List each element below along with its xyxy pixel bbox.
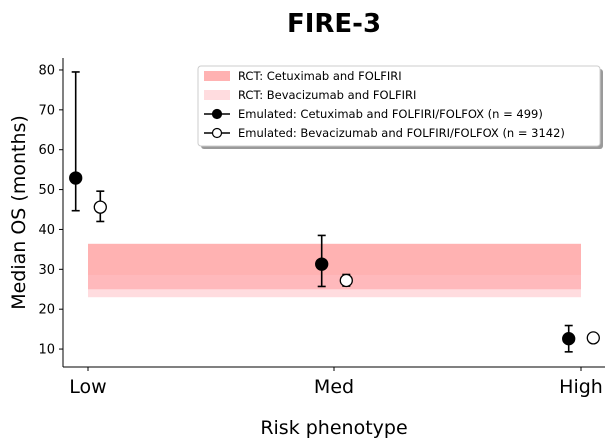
legend-label: Emulated: Bevacizumab and FOLFIRI/FOLFOX…	[238, 126, 565, 140]
y-axis-label: Median OS (months)	[8, 115, 30, 310]
x-tick-label: Med	[314, 376, 354, 398]
point-bevacizumab	[93, 200, 107, 214]
legend-swatch-cetuximab-rct	[204, 71, 230, 81]
y-tick-label: 50	[38, 183, 55, 198]
y-tick-label: 70	[38, 103, 55, 118]
point-cetuximab	[315, 257, 329, 271]
x-axis-label: Risk phenotype	[260, 417, 407, 439]
chart-title: FIRE-3	[287, 9, 381, 39]
y-tick-label: 60	[38, 143, 55, 158]
legend-marker-bevacizumab	[211, 127, 223, 139]
x-tick-label: High	[559, 376, 603, 398]
legend-swatch-bevacizumab-rct	[204, 90, 230, 100]
legend-label: RCT: Bevacizumab and FOLFIRI	[238, 88, 416, 102]
legend-label: RCT: Cetuximab and FOLFIRI	[238, 69, 402, 83]
y-tick-label: 20	[38, 303, 55, 318]
y-tick-label: 80	[38, 63, 55, 78]
y-tick-label: 40	[38, 223, 55, 238]
legend-box	[197, 65, 601, 147]
y-tick-label: 10	[38, 343, 55, 358]
point-cetuximab	[69, 171, 83, 185]
band-bevacizumab-rct	[88, 274, 581, 298]
point-bevacizumab	[586, 331, 600, 345]
y-tick-label: 30	[38, 263, 55, 278]
point-bevacizumab	[339, 273, 353, 288]
legend-label: Emulated: Cetuximab and FOLFIRI/FOLFOX (…	[238, 107, 543, 121]
point-cetuximab	[562, 332, 576, 346]
legend-marker-cetuximab	[211, 108, 223, 120]
x-tick-label: Low	[69, 376, 106, 398]
